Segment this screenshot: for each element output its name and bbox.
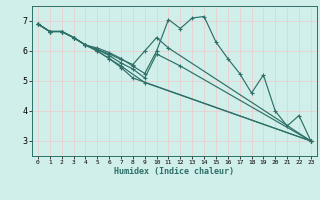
X-axis label: Humidex (Indice chaleur): Humidex (Indice chaleur) bbox=[115, 167, 234, 176]
